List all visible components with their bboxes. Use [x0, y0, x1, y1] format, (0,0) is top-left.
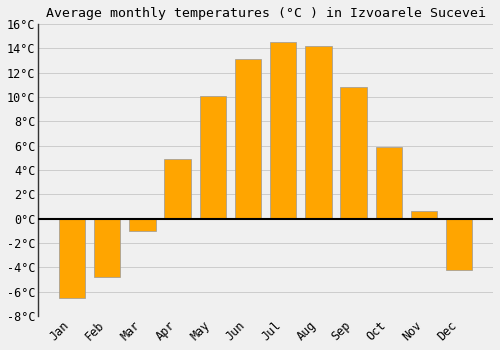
Bar — [130, 219, 156, 231]
Bar — [446, 219, 472, 270]
Title: Average monthly temperatures (°C ) in Izvoarele Sucevei: Average monthly temperatures (°C ) in Iz… — [46, 7, 486, 20]
Bar — [305, 46, 332, 219]
Bar — [340, 87, 367, 219]
Bar — [94, 219, 120, 277]
Bar — [200, 96, 226, 219]
Bar — [235, 59, 261, 219]
Bar — [411, 211, 437, 219]
Bar — [270, 42, 296, 219]
Bar — [59, 219, 86, 298]
Bar — [376, 147, 402, 219]
Bar — [164, 159, 191, 219]
